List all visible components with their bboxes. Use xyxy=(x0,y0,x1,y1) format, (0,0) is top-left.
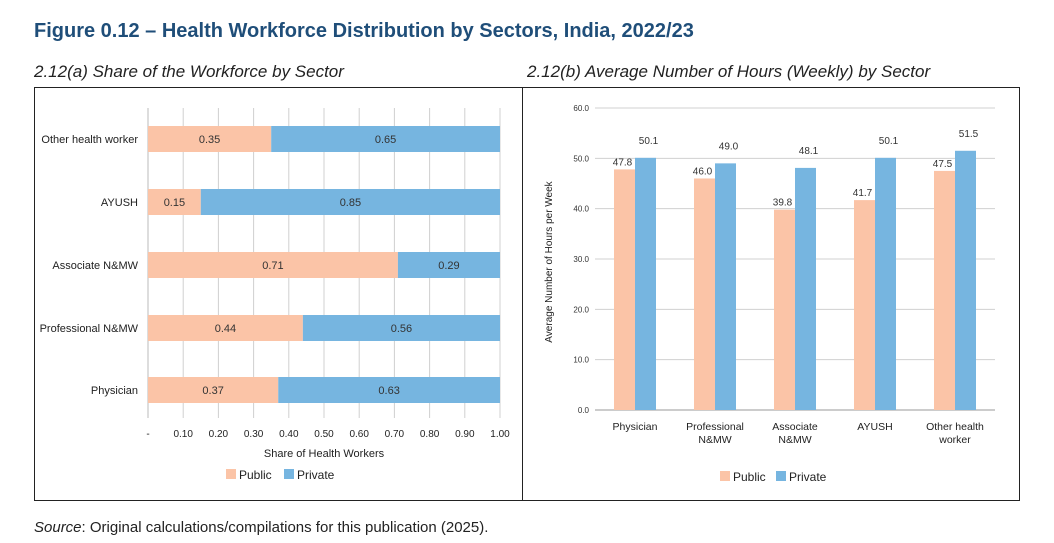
data-label-public: 0.71 xyxy=(262,260,283,272)
y-tick-label: 60.0 xyxy=(573,104,589,113)
bar-private xyxy=(875,157,896,410)
legend-swatch-private xyxy=(284,469,294,479)
legend-label-private: Private xyxy=(297,468,335,482)
data-label-public: 47.8 xyxy=(613,157,633,168)
bar-public xyxy=(774,209,795,410)
bar-private xyxy=(302,315,500,341)
source-text: : Original calculations/compilations for… xyxy=(81,519,489,536)
x-tick-label: 0.90 xyxy=(455,429,475,440)
legend-label-public: Public xyxy=(239,468,272,482)
data-label-private: 50.1 xyxy=(879,136,899,147)
hours-by-sector-chart: 0.0 10.0 20.0 30.0 40.0 50.0 60.0 Average Numbe… xyxy=(544,104,995,484)
category-label: AYUSH xyxy=(857,421,892,433)
data-label-public: 47.5 xyxy=(933,159,953,170)
legend-swatch-public xyxy=(720,471,730,481)
bar-private xyxy=(271,126,500,152)
bar-private xyxy=(955,150,976,410)
category-label: Other health worker xyxy=(41,134,138,146)
chart-a-panel: Other health worker 0.35 0.65 AYUSH 0.15 0.85… xyxy=(34,87,523,501)
bar-private xyxy=(200,189,501,215)
data-label-public: 0.15 xyxy=(164,197,185,209)
bar-public xyxy=(148,189,201,215)
bar-public xyxy=(148,377,279,403)
category-label: N&MW xyxy=(778,434,811,446)
category-label: Associate N&MW xyxy=(52,260,138,272)
y-tick-label: 20.0 xyxy=(573,305,589,314)
category-label: Professional xyxy=(686,421,744,433)
category-label: Other health xyxy=(926,421,984,433)
data-label-private: 48.1 xyxy=(799,146,819,157)
y-tick-label: 30.0 xyxy=(573,255,589,264)
data-label-public: 46.0 xyxy=(693,166,713,177)
y-tick-label: 40.0 xyxy=(573,205,589,214)
y-tick-label: 10.0 xyxy=(573,356,589,365)
category-label: Associate xyxy=(772,421,818,433)
data-label-private: 51.5 xyxy=(959,129,979,140)
bar-private xyxy=(397,252,500,278)
legend-swatch-public xyxy=(226,469,236,479)
category-label: AYUSH xyxy=(101,197,138,209)
chart-b-panel: 0.0 10.0 20.0 30.0 40.0 50.0 60.0 Average Numbe… xyxy=(522,87,1020,501)
source-label: Source xyxy=(34,519,82,536)
bar-private xyxy=(715,163,736,410)
x-tick-label: 0.70 xyxy=(385,429,405,440)
data-label-private: 50.1 xyxy=(639,136,659,147)
legend-label-public: Public xyxy=(733,470,766,484)
x-tick-label: 1.00 xyxy=(490,429,510,440)
bar-private xyxy=(635,157,656,410)
source-note: Source: Original calculations/compilatio… xyxy=(34,519,488,536)
bar-public xyxy=(614,169,635,410)
legend-swatch-private xyxy=(776,471,786,481)
category-label: Physician xyxy=(91,385,138,397)
data-label-private: 0.29 xyxy=(438,260,459,272)
share-by-sector-chart: Other health worker 0.35 0.65 AYUSH 0.15 0.85… xyxy=(40,108,510,482)
y-tick-label: 0.0 xyxy=(578,406,590,415)
x-tick-label: 0.60 xyxy=(349,429,369,440)
bar-private xyxy=(795,167,816,410)
legend-label-private: Private xyxy=(789,470,827,484)
x-tick-label: 0.50 xyxy=(314,429,334,440)
category-label: Professional N&MW xyxy=(40,323,139,335)
bar-public xyxy=(934,170,955,410)
data-label-public: 0.37 xyxy=(202,385,223,397)
x-tick-label: 0.40 xyxy=(279,429,299,440)
x-tick-label: 0.80 xyxy=(420,429,440,440)
figure-title: Figure 0.12 – Health Workforce Distribut… xyxy=(34,20,694,42)
data-label-private: 49.0 xyxy=(719,141,739,152)
data-label-private: 0.56 xyxy=(391,323,412,335)
data-label-private: 0.85 xyxy=(340,197,361,209)
data-label-public: 0.35 xyxy=(199,134,220,146)
y-axis-title: Average Number of Hours per Week xyxy=(544,180,555,342)
data-label-public: 41.7 xyxy=(853,188,873,199)
category-label: worker xyxy=(938,434,971,446)
x-tick-label: 0.20 xyxy=(209,429,229,440)
bar-public xyxy=(148,315,303,341)
x-tick-label: - xyxy=(146,429,149,440)
data-label-public: 39.8 xyxy=(773,198,793,209)
x-tick-label: 0.10 xyxy=(173,429,193,440)
data-label-private: 0.65 xyxy=(375,134,396,146)
category-label: Physician xyxy=(613,421,658,433)
bar-public xyxy=(854,200,875,410)
data-label-private: 0.63 xyxy=(378,385,399,397)
chart-b-title: 2.12(b) Average Number of Hours (Weekly)… xyxy=(527,62,931,81)
chart-a-title: 2.12(a) Share of the Workforce by Sector xyxy=(34,62,344,81)
bar-public xyxy=(148,126,272,152)
category-label: N&MW xyxy=(698,434,731,446)
data-label-public: 0.44 xyxy=(215,323,236,335)
x-axis-title: Share of Health Workers xyxy=(264,448,385,460)
bar-private xyxy=(278,377,500,403)
bar-public xyxy=(694,178,715,410)
y-tick-label: 50.0 xyxy=(573,154,589,163)
x-tick-label: 0.30 xyxy=(244,429,264,440)
bar-public xyxy=(148,252,398,278)
